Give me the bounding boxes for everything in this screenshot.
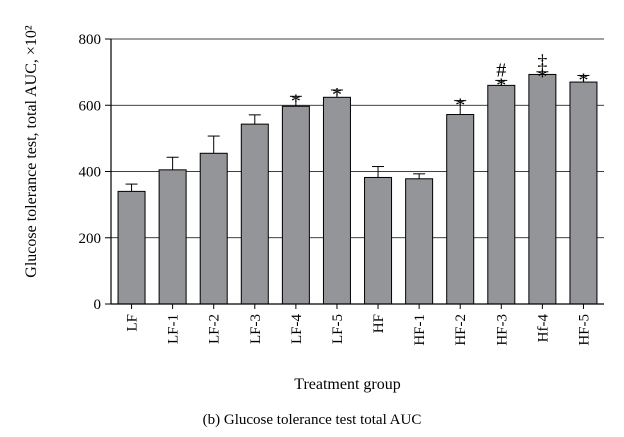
- significance-mark: #: [496, 59, 506, 81]
- significance-mark: *: [578, 69, 588, 91]
- bars-group: [117, 71, 598, 305]
- significance-mark: *: [455, 95, 465, 117]
- bar-hf-3: [487, 84, 516, 305]
- y-tick-label: 200: [79, 231, 102, 247]
- bar-hf: [364, 176, 393, 305]
- significance-mark: *: [537, 66, 547, 88]
- bar-lf-3: [240, 123, 269, 305]
- x-tick-label: LF-1: [166, 314, 182, 344]
- x-tick-label: HF-1: [412, 314, 428, 346]
- x-tick-label: LF-4: [289, 314, 305, 345]
- x-tick-label: HF-2: [453, 314, 469, 346]
- gridlines: [111, 38, 604, 239]
- x-tick-label: LF-5: [330, 314, 346, 344]
- bar-lf-4: [281, 105, 310, 305]
- significance-mark: *: [332, 84, 342, 106]
- y-tick-label: 400: [79, 165, 102, 181]
- x-tick-label: HF-3: [494, 314, 510, 346]
- bar-hf-1: [405, 178, 434, 305]
- x-tick-label: HF: [371, 314, 387, 333]
- x-axis-label: Treatment group: [294, 376, 401, 393]
- x-tick-labels: LF LF-1 LF-2 LF-3 LF-4 LF-5 HF HF-1 HF-2 HF-3 Hf-4…: [125, 304, 592, 346]
- x-tick-label: HF-5: [576, 314, 592, 346]
- y-tick-label: 600: [79, 98, 102, 114]
- x-tick-label: Hf-4: [535, 314, 551, 343]
- bar-hf-2: [446, 114, 475, 305]
- bar-lf: [117, 190, 146, 305]
- significance-mark: *: [496, 74, 506, 96]
- significance-mark: *: [291, 90, 301, 112]
- y-tick-label: 800: [79, 32, 102, 48]
- bar-lf-2: [199, 152, 228, 305]
- y-tick-labels: 0 200 400 600 800: [79, 32, 111, 313]
- significance-marks: * * **# *‡*: [291, 51, 589, 117]
- bar-hf-5: [569, 81, 598, 305]
- x-tick-label: LF-3: [248, 314, 264, 344]
- bar-hf-4: [528, 73, 557, 305]
- figure-caption: (b) Glucose tolerance test total AUC: [203, 412, 422, 428]
- significance-mark: ‡: [537, 51, 547, 73]
- y-axis-label: Glucose tolerance test, total AUC, ×10²: [23, 25, 40, 278]
- bar-lf-1: [158, 169, 187, 305]
- x-tick-label: LF-2: [207, 314, 223, 344]
- x-tick-label: LF: [125, 314, 141, 332]
- bar-lf-5: [322, 96, 351, 305]
- y-tick-label: 0: [94, 297, 102, 313]
